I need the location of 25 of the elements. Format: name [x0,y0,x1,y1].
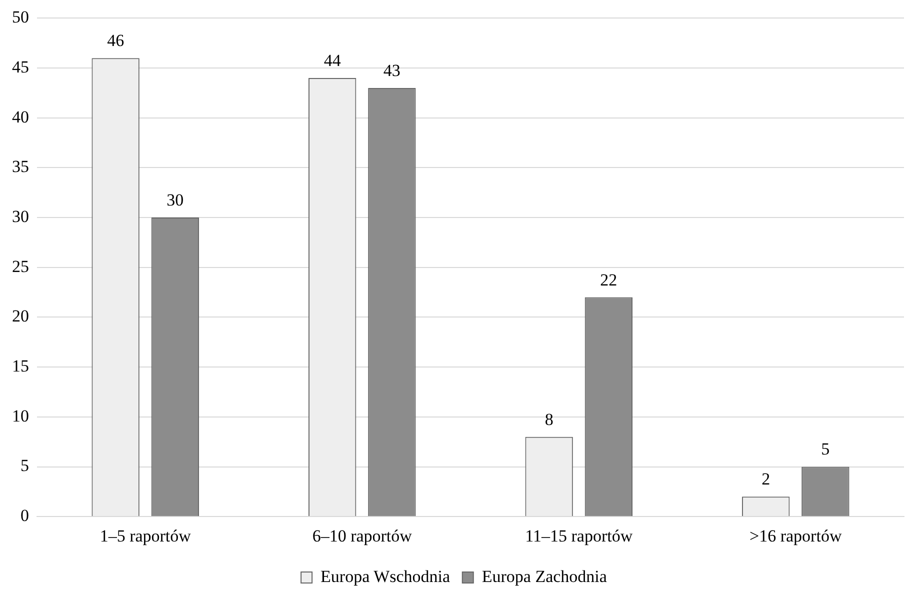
data-label: 5 [821,440,830,459]
data-label: 43 [383,60,400,80]
x-tick-label: >16 raportów [750,526,842,546]
legend-label: Europa Zachodnia [482,566,608,586]
y-tick-label: 35 [12,157,29,176]
data-label: 46 [107,31,124,50]
x-tick-label: 1–5 raportów [100,526,192,546]
y-tick-label: 0 [20,506,29,526]
data-label: 44 [324,50,342,70]
x-tick-label: 11–15 raportów [525,526,634,546]
y-tick-label: 20 [12,306,29,326]
y-tick-label: 45 [12,58,29,77]
data-label: 2 [762,470,770,489]
y-tick-label: 50 [12,8,29,27]
y-tick-label: 25 [12,256,29,276]
data-label: 22 [600,270,618,290]
data-label: 30 [166,190,184,210]
y-tick-label: 5 [20,456,29,476]
y-tick-label: 15 [12,356,29,376]
data-label: 8 [544,410,554,429]
y-tick-label: 30 [12,207,29,226]
x-tick-label: 6–10 raportów [312,526,413,546]
y-tick-label: 10 [12,406,29,426]
y-tick-label: 40 [12,107,29,126]
legend-label: Europa Wschodnia [320,566,451,586]
